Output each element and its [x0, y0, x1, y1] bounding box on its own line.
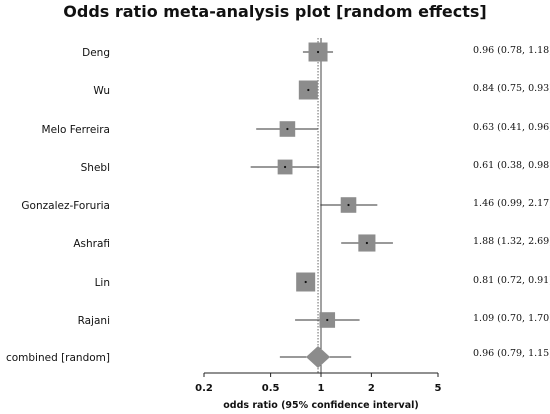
point-estimate-5 [365, 241, 368, 245]
study-label-0: Deng [82, 47, 110, 59]
point-estimate-0 [316, 50, 320, 54]
point-estimate-1 [307, 88, 310, 92]
study-label-3: Shebl [81, 162, 110, 174]
point-estimate-4 [347, 203, 350, 207]
x-tick-label-1: 0.5 [262, 383, 280, 394]
point-estimate-2 [286, 127, 289, 131]
point-estimate-7 [326, 318, 329, 322]
point-estimate-6 [304, 280, 307, 284]
point-estimate-3 [283, 165, 287, 169]
study-label-5: Ashrafi [73, 238, 110, 250]
study-label-1: Wu [93, 85, 110, 97]
ci-text-5: 1.88 (1.32, 2.69) [473, 236, 550, 247]
study-label-4: Gonzalez-Foruria [21, 200, 110, 212]
x-tick-label-0: 0.2 [195, 383, 213, 394]
ci-text-4: 1.46 (0.99, 2.17) [473, 198, 550, 209]
study-label-6: Lin [95, 277, 110, 289]
study-label-7: Rajani [78, 315, 110, 327]
x-tick-label-2: 1 [318, 383, 325, 394]
ci-text-7: 1.09 (0.70, 1.70) [473, 313, 550, 324]
ci-text-1: 0.84 (0.75, 0.93) [473, 83, 550, 94]
chart-title: Odds ratio meta-analysis plot [random ef… [63, 2, 487, 21]
ci-text-0: 0.96 (0.78, 1.18) [473, 45, 550, 56]
ci-text-6: 0.81 (0.72, 0.91) [473, 275, 550, 286]
combined-label: combined [random] [6, 352, 110, 364]
combined-ci-text: 0.96 (0.79, 1.15) [473, 348, 550, 359]
x-tick-label-3: 2 [368, 383, 375, 394]
ci-text-3: 0.61 (0.38, 0.98) [473, 160, 550, 171]
study-label-2: Melo Ferreira [42, 124, 110, 136]
x-tick-label-4: 5 [435, 383, 442, 394]
combined-diamond [306, 346, 331, 368]
x-axis-title: odds ratio (95% confidence interval) [223, 400, 418, 411]
ci-text-2: 0.63 (0.41, 0.96) [473, 122, 550, 133]
